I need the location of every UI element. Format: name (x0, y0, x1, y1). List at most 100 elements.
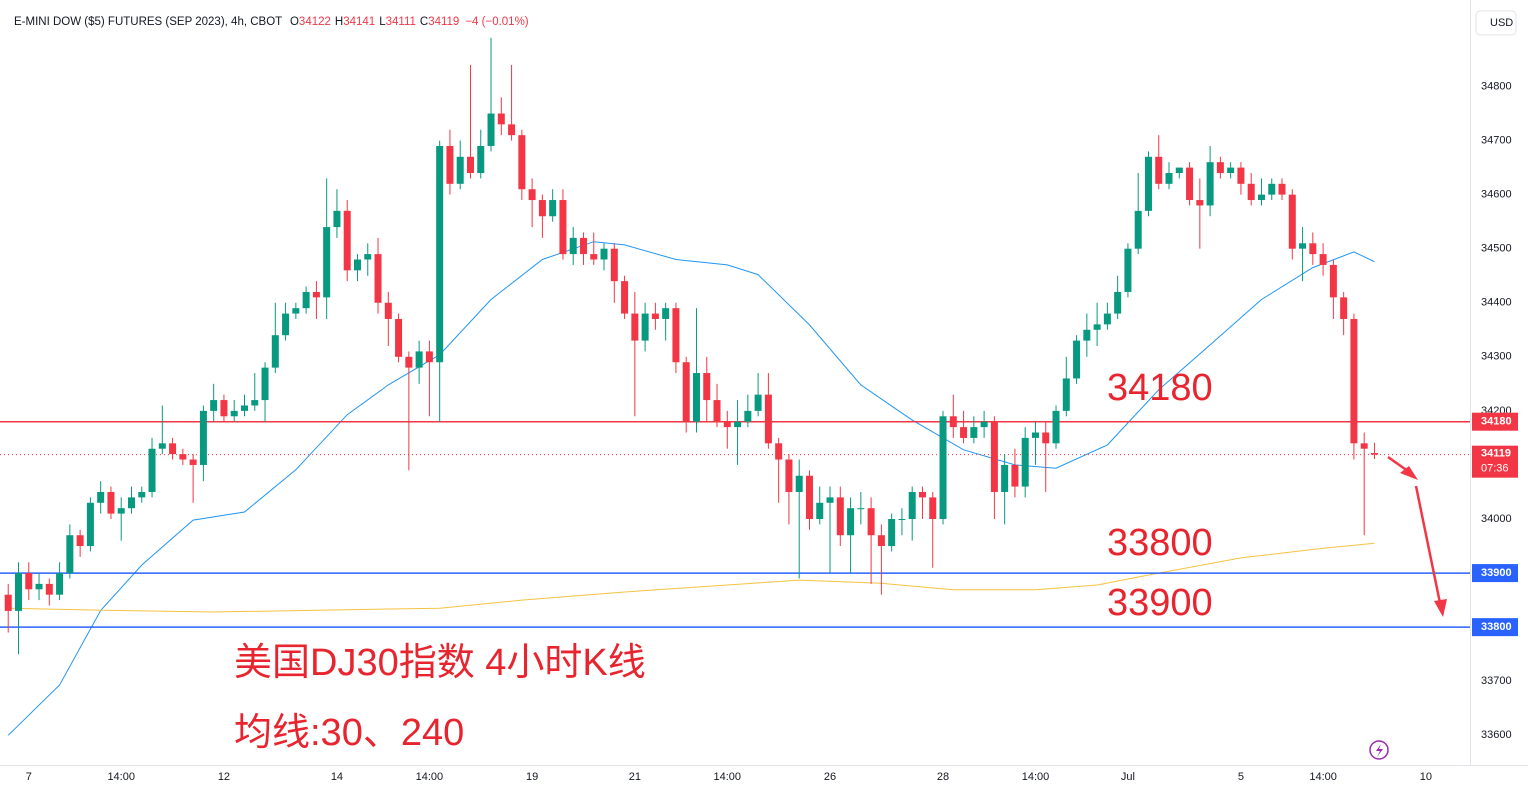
y-tick-label: 34400 (1481, 297, 1512, 309)
candle-body (1083, 329, 1091, 341)
candle-body (723, 421, 731, 428)
candles (4, 37, 1378, 655)
annotation: 33800 (1107, 522, 1213, 564)
x-tick-label: 14:00 (416, 771, 444, 783)
y-tick-label: 34000 (1481, 513, 1512, 525)
candle-body (343, 210, 351, 271)
candle-body (436, 145, 444, 363)
candle-body (754, 394, 762, 411)
x-tick-label: 14:00 (1309, 771, 1337, 783)
currency: USD (1490, 17, 1513, 29)
candle-body (477, 145, 485, 174)
ohlc-label: H (335, 16, 343, 28)
candle-body (857, 508, 865, 510)
candle-body (662, 308, 670, 319)
candle-body (826, 497, 834, 503)
candle-body (1021, 437, 1029, 487)
x-tick-label: 14:00 (107, 771, 135, 783)
candle-body (1114, 291, 1122, 314)
candle-body (261, 367, 269, 401)
candle-body (590, 254, 598, 260)
candle-body (1257, 194, 1265, 201)
currency-box[interactable] (1475, 10, 1517, 36)
candle-body (1093, 324, 1101, 330)
candle-body (641, 313, 649, 341)
candle-body (929, 497, 937, 520)
x-tick-label: 26 (824, 771, 836, 783)
candle-body (1042, 432, 1050, 444)
level-tag (1472, 412, 1518, 431)
candle-body (230, 410, 238, 417)
candle-body (621, 281, 629, 314)
candle-body (888, 519, 896, 547)
candle-body (179, 454, 187, 460)
candle-body (25, 573, 33, 590)
candle-body (1278, 183, 1286, 195)
x-tick-label: 14:00 (1022, 771, 1050, 783)
ohlc-value: 34119 (428, 16, 459, 28)
level-tag-label: 34180 (1481, 416, 1512, 428)
arrow-head (1400, 466, 1418, 480)
candle-body (1144, 156, 1152, 211)
candle-body (692, 373, 700, 422)
candle-body (508, 124, 516, 136)
candle-body (45, 583, 53, 595)
candle-body (323, 227, 331, 298)
candle-body (395, 318, 403, 357)
replay-icon[interactable] (1369, 740, 1389, 760)
change: −4 (−0.01%) (465, 16, 528, 28)
ohlc-label: O (290, 16, 299, 28)
candle-body (877, 535, 885, 547)
candle-body (1103, 313, 1111, 325)
candle-body (1288, 194, 1296, 249)
candle-body (4, 594, 12, 611)
candle-body (292, 308, 300, 314)
x-tick-label: 5 (1238, 771, 1244, 783)
candle-body (86, 502, 94, 547)
candle-body (1268, 183, 1276, 195)
countdown: 07:36 (1481, 463, 1509, 475)
candle-body (1216, 162, 1224, 174)
ohlc-label: C (420, 16, 428, 28)
candle-body (1227, 167, 1235, 174)
replay-icon-bolt (1376, 744, 1383, 757)
annotation: 33900 (1107, 582, 1213, 624)
candle-body (1350, 318, 1358, 444)
candle-body (117, 508, 125, 514)
candle-body (1175, 167, 1183, 174)
last-price-label: 34119 (1481, 448, 1511, 460)
symbol: E-MINI DOW ($5) FUTURES (SEP 2023), 4h, … (14, 16, 282, 28)
candle-body (282, 313, 290, 336)
candle-body (415, 351, 423, 368)
candle-body (538, 200, 546, 217)
candle-body (960, 427, 968, 438)
candle-body (374, 254, 382, 303)
candle-body (939, 416, 947, 520)
annotation: 美国DJ30指数 4小时K线 (234, 642, 646, 684)
candle-body (35, 583, 43, 590)
level-tag (1472, 618, 1518, 637)
annotation: 均线:30、240 (234, 712, 464, 754)
candle-body (908, 491, 916, 520)
candle-body (456, 156, 464, 184)
candle-body (549, 200, 557, 217)
candle-body (990, 421, 998, 492)
candle-body (251, 400, 259, 406)
y-tick-label: 34300 (1481, 351, 1512, 363)
ohlc-value: 34111 (386, 16, 416, 28)
candle-body (918, 491, 926, 498)
candle-body (764, 394, 772, 444)
candle-body (425, 351, 433, 363)
header: E-MINI DOW ($5) FUTURES (SEP 2023), 4h, … (14, 16, 529, 28)
candle-body (1247, 183, 1255, 201)
candle-body (466, 156, 474, 174)
candle-body (138, 491, 146, 498)
x-tick-label: 7 (26, 771, 32, 783)
candle-body (384, 302, 392, 319)
candle-body (158, 443, 166, 449)
candle-body (518, 135, 526, 190)
candle-body (775, 443, 783, 460)
